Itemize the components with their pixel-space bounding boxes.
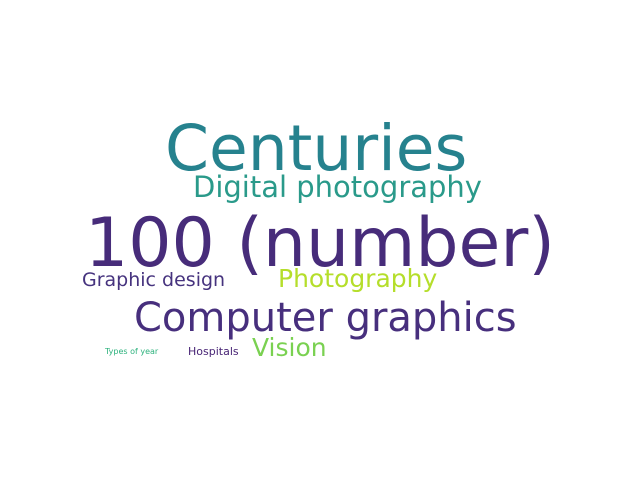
- word-photography: Photography: [278, 264, 438, 293]
- word-100-number: 100 (number): [85, 204, 555, 283]
- word-centuries: Centuries: [165, 112, 468, 185]
- word-digital-photography: Digital photography: [193, 170, 482, 204]
- word-types-of-year: Types of year: [105, 347, 159, 356]
- word-graphic-design: Graphic design: [82, 269, 226, 291]
- word-computer-graphics: Computer graphics: [134, 295, 517, 341]
- word-vision: Vision: [252, 333, 327, 362]
- word-hospitals: Hospitals: [188, 345, 239, 358]
